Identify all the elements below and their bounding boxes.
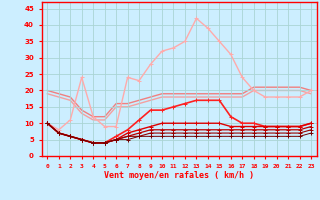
X-axis label: Vent moyen/en rafales ( km/h ): Vent moyen/en rafales ( km/h ) bbox=[104, 171, 254, 180]
